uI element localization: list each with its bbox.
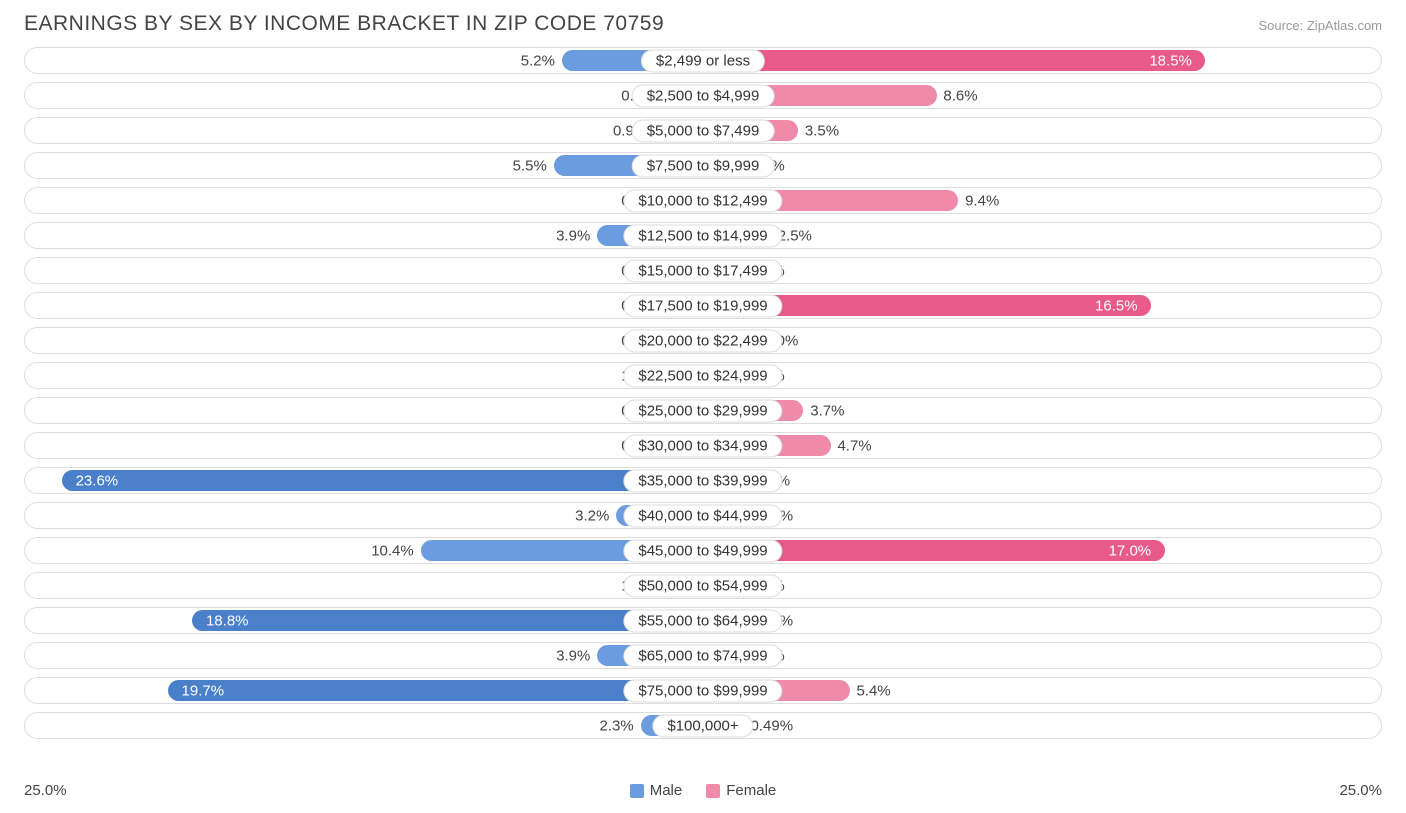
- male-value: 3.9%: [556, 227, 590, 244]
- female-value: 4.7%: [837, 437, 871, 454]
- income-bracket-label: $12,500 to $14,999: [623, 224, 782, 247]
- male-value: 5.5%: [513, 157, 547, 174]
- female-bar: [703, 50, 1205, 71]
- chart-row: 3.9% 2.5%$12,500 to $14,999: [24, 219, 1382, 252]
- chart-row: 5.2% 18.5% $2,499 or less: [24, 44, 1382, 77]
- female-value: 16.5%: [1095, 297, 1138, 314]
- chart-area: 5.2%18.5%$2,499 or less0.0%8.6%$2,500 to…: [0, 44, 1406, 742]
- chart-header: EARNINGS BY SEX BY INCOME BRACKET IN ZIP…: [0, 0, 1406, 44]
- chart-row: 10.4% 17.0% $45,000 to $49,999: [24, 534, 1382, 567]
- male-value: 10.4%: [371, 542, 414, 559]
- male-value: 5.2%: [521, 52, 555, 69]
- income-bracket-label: $15,000 to $17,499: [623, 259, 782, 282]
- chart-row: 0.0%16.5%$17,500 to $19,999: [24, 289, 1382, 322]
- female-value: 3.5%: [805, 122, 839, 139]
- chart-row: 0.0%1.5%$15,000 to $17,499: [24, 254, 1382, 287]
- male-value: 3.9%: [556, 647, 590, 664]
- chart-row: 0.0%8.6%$2,500 to $4,999: [24, 79, 1382, 112]
- male-value: 19.7%: [182, 682, 225, 699]
- income-bracket-label: $2,499 or less: [641, 49, 765, 72]
- female-value: 18.5%: [1149, 52, 1192, 69]
- square-icon: [706, 784, 720, 798]
- income-bracket-label: $65,000 to $74,999: [623, 644, 782, 667]
- legend-female: Female: [706, 782, 776, 799]
- female-value: 2.5%: [778, 227, 812, 244]
- income-bracket-label: $22,500 to $24,999: [623, 364, 782, 387]
- female-value: 17.0%: [1109, 542, 1152, 559]
- male-value: 18.8%: [206, 612, 249, 629]
- axis-max-left: 25.0%: [24, 782, 67, 799]
- legend-male-label: Male: [650, 782, 683, 799]
- chart-row: 0.0%2.0%$20,000 to $22,499: [24, 324, 1382, 357]
- chart-footer: 25.0% Male Female 25.0%: [24, 782, 1382, 799]
- income-bracket-label: $10,000 to $12,499: [623, 189, 782, 212]
- chart-row: 19.7% 5.4% $75,000 to $99,999: [24, 674, 1382, 707]
- male-value: 2.3%: [600, 717, 634, 734]
- income-bracket-label: $35,000 to $39,999: [623, 469, 782, 492]
- income-bracket-label: $5,000 to $7,499: [632, 119, 775, 142]
- chart-row: 0.0%4.7%$30,000 to $34,999: [24, 429, 1382, 462]
- income-bracket-label: $2,500 to $4,999: [632, 84, 775, 107]
- female-value: 0.49%: [751, 717, 794, 734]
- chart-row: 2.3% 0.49%$100,000+: [24, 709, 1382, 742]
- female-value: 3.7%: [810, 402, 844, 419]
- income-bracket-label: $25,000 to $29,999: [623, 399, 782, 422]
- chart-row: 18.8%0.49%$55,000 to $64,999: [24, 604, 1382, 637]
- square-icon: [630, 784, 644, 798]
- legend-female-label: Female: [726, 782, 776, 799]
- income-bracket-label: $20,000 to $22,499: [623, 329, 782, 352]
- chart-title: EARNINGS BY SEX BY INCOME BRACKET IN ZIP…: [24, 12, 664, 36]
- chart-row: 3.9%0.0%$65,000 to $74,999: [24, 639, 1382, 672]
- chart-row: 0.0%3.7%$25,000 to $29,999: [24, 394, 1382, 427]
- income-bracket-label: $17,500 to $19,999: [623, 294, 782, 317]
- income-bracket-label: $7,500 to $9,999: [632, 154, 775, 177]
- income-bracket-label: $45,000 to $49,999: [623, 539, 782, 562]
- chart-row: 5.5%1.5%$7,500 to $9,999: [24, 149, 1382, 182]
- income-bracket-label: $40,000 to $44,999: [623, 504, 782, 527]
- chart-row: 0.97%3.5%$5,000 to $7,499: [24, 114, 1382, 147]
- income-bracket-label: $75,000 to $99,999: [623, 679, 782, 702]
- female-value: 9.4%: [965, 192, 999, 209]
- male-value: 3.2%: [575, 507, 609, 524]
- female-value: 8.6%: [943, 87, 977, 104]
- chart-row: 0.0%9.4%$10,000 to $12,499: [24, 184, 1382, 217]
- chart-row: 3.2%0.99%$40,000 to $44,999: [24, 499, 1382, 532]
- legend: Male Female: [630, 782, 777, 799]
- chart-row: 1.3%1.5%$50,000 to $54,999: [24, 569, 1382, 602]
- chart-row: 23.6%1.7%$35,000 to $39,999: [24, 464, 1382, 497]
- income-bracket-label: $50,000 to $54,999: [623, 574, 782, 597]
- chart-source: Source: ZipAtlas.com: [1258, 18, 1382, 33]
- legend-male: Male: [630, 782, 683, 799]
- income-bracket-label: $55,000 to $64,999: [623, 609, 782, 632]
- chart-row: 1.3%0.0%$22,500 to $24,999: [24, 359, 1382, 392]
- female-value: 5.4%: [856, 682, 890, 699]
- income-bracket-label: $30,000 to $34,999: [623, 434, 782, 457]
- income-bracket-label: $100,000+: [652, 714, 753, 737]
- male-value: 23.6%: [76, 472, 119, 489]
- axis-max-right: 25.0%: [1339, 782, 1382, 799]
- male-bar: [62, 470, 703, 491]
